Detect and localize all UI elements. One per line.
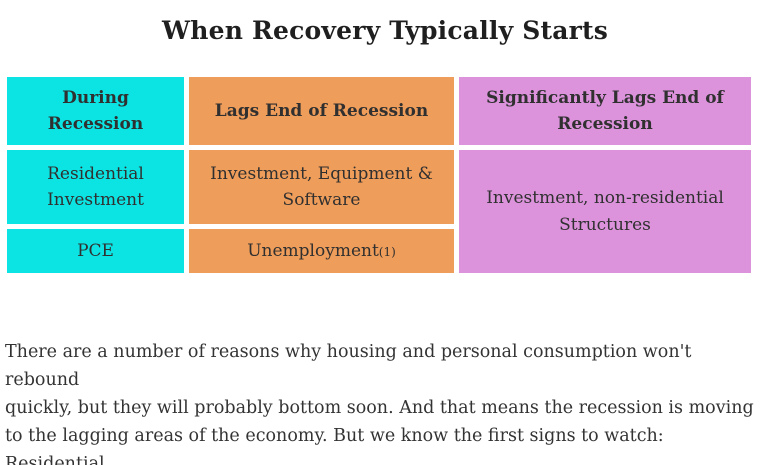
cell-unemployment-label: Unemployment bbox=[247, 240, 379, 261]
table-row: PCE Unemployment(1) bbox=[7, 229, 751, 273]
col-header-lags-end-of-recession: Lags End of Recession bbox=[189, 77, 454, 145]
paragraph-line: quickly, but they will probably bottom s… bbox=[5, 398, 754, 418]
col-header-during-recession: During Recession bbox=[7, 77, 184, 145]
cell-investment-nonresidential-structures: Investment, non-residential Structures bbox=[459, 150, 751, 273]
page-title: When Recovery Typically Starts bbox=[161, 16, 609, 45]
cell-investment-equipment-software: Investment, Equipment & Software bbox=[189, 150, 454, 224]
paragraph-line: There are a number of reasons why housin… bbox=[5, 342, 692, 390]
cell-pce: PCE bbox=[7, 229, 184, 273]
recovery-timing-table: During Recession Lags End of Recession S… bbox=[2, 72, 756, 278]
footnote-marker: (1) bbox=[378, 244, 396, 259]
col-header-significantly-lags: Significantly Lags End of Recession bbox=[459, 77, 751, 145]
col-header-during-recession-label: During Recession bbox=[47, 87, 144, 134]
paragraph-line: to the lagging areas of the economy. But… bbox=[5, 426, 664, 465]
body-paragraph: There are a number of reasons why housin… bbox=[5, 338, 764, 465]
cell-unemployment: Unemployment(1) bbox=[189, 229, 454, 273]
table-header-row: During Recession Lags End of Recession S… bbox=[7, 77, 751, 145]
cell-residential-investment: Residential Investment bbox=[7, 150, 184, 224]
table-row: Residential Investment Investment, Equip… bbox=[7, 150, 751, 273]
